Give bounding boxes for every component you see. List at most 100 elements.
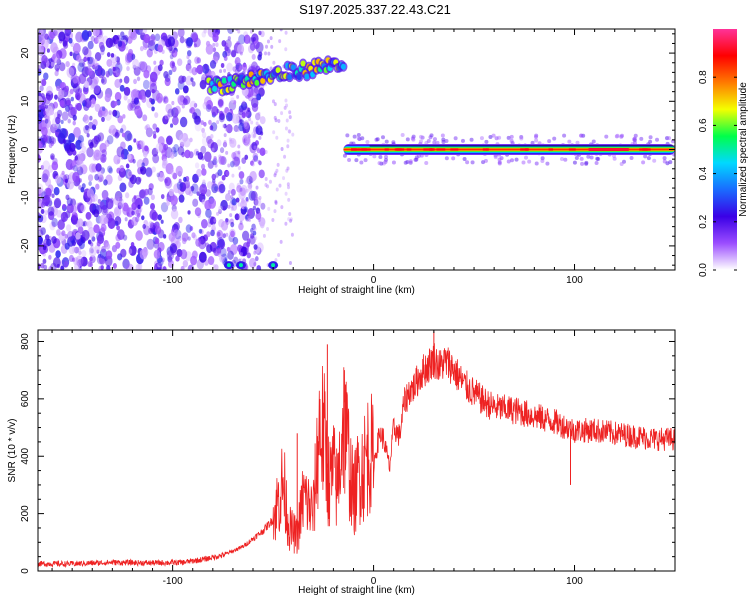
snr-ticks: -100 0 100 0 200 400 600 800	[20, 330, 676, 587]
spectrogram-speckle	[232, 150, 241, 162]
spectrogram-speckle	[239, 109, 243, 114]
spectrogram-speckle	[231, 152, 237, 160]
spectrogram-speckle	[114, 91, 122, 102]
spectrogram-speckle	[45, 39, 50, 45]
spectrogram-speckle	[208, 197, 217, 209]
spectrogram-speckle	[187, 59, 192, 65]
spectrogram-speckle	[146, 48, 153, 58]
spectrogram-speckle	[242, 69, 246, 74]
spectrogram-speckle	[80, 141, 85, 148]
spectrogram-halo	[354, 158, 359, 163]
spectrogram-speckle	[191, 183, 199, 194]
spectrogram-speckle	[97, 67, 106, 79]
spectrogram-speckle	[119, 128, 124, 134]
spectrogram-speckle	[171, 107, 179, 118]
spectrogram-speckle	[203, 63, 209, 70]
spectrogram-halo	[596, 156, 601, 161]
spectrogram-speckle	[215, 29, 221, 36]
spectrogram-speckle	[102, 193, 107, 201]
spectrogram-speckle	[48, 136, 55, 144]
spectrogram-halo	[380, 135, 385, 140]
spectrogram-speckle	[253, 244, 258, 250]
spectrogram-speckle	[227, 250, 234, 260]
spectrogram-speckle	[212, 181, 216, 186]
spectrogram-speckle	[78, 185, 82, 190]
spectrogram-speckle	[206, 231, 211, 238]
spectrogram-speckle	[202, 179, 206, 184]
spectrogram-speckle	[62, 138, 67, 144]
spectrogram-speckle	[216, 187, 220, 192]
spectrogram-speckle	[123, 94, 128, 101]
spectrogram-speckle	[216, 120, 220, 125]
spectrogram-speckle	[275, 168, 279, 173]
spectrogram-halo	[521, 160, 526, 165]
spectrogram-speckle	[93, 149, 102, 161]
spectrogram-speckle	[42, 160, 51, 172]
spectrogram-speckle	[250, 160, 254, 166]
spectrogram-speckle	[39, 85, 44, 92]
spectrogram-speckle	[224, 106, 230, 114]
spectrogram-speckle	[160, 219, 164, 224]
spectrogram-speckle	[223, 68, 227, 73]
spectrogram-speckle	[187, 236, 191, 241]
spectrogram-speckle	[199, 184, 208, 196]
spectrogram-speckle	[230, 230, 235, 238]
spectrogram-halo	[604, 134, 609, 139]
spectrogram-speckle	[239, 258, 243, 263]
snr-xtick-label: 100	[566, 576, 583, 587]
spectrogram-speckle	[51, 217, 58, 227]
spectrogram-speckle	[249, 257, 257, 269]
spectrogram-speckle	[72, 247, 77, 253]
spectrogram-line-peak	[482, 148, 488, 151]
spectrogram-speckle	[207, 255, 215, 266]
spectrogram-speckle	[245, 197, 249, 202]
spectrogram-speckle	[120, 153, 125, 160]
spectrogram-halo	[572, 160, 577, 165]
spectrogram-speckle	[225, 170, 230, 177]
spectrogram-speckle	[147, 40, 156, 52]
spectrogram-speckle	[94, 103, 101, 112]
spectrogram-speckle	[191, 32, 199, 43]
spectrogram-speckle	[60, 265, 65, 270]
spectrogram-halo	[432, 140, 437, 145]
spectrogram-speckle	[142, 150, 148, 158]
spectrogram-line-peak	[588, 148, 629, 151]
spectrogram-halo	[470, 160, 475, 165]
spectrogram-speckle	[219, 69, 223, 74]
spectrogram-speckle	[201, 131, 207, 138]
spectrogram-speckle	[143, 69, 150, 79]
spectrogram-speckle	[237, 165, 241, 170]
spectrogram-speckle	[253, 145, 257, 150]
snr-ytick-label: 600	[20, 390, 31, 407]
spectrogram-speckle	[64, 234, 68, 239]
spectrogram-halo	[646, 156, 651, 161]
spectrogram-speckle	[201, 127, 205, 134]
spectrogram-speckle	[126, 207, 134, 218]
spectrogram-speckle	[234, 213, 240, 221]
spectrogram-speckle	[65, 224, 72, 232]
spectrogram-speckle	[141, 162, 145, 167]
spectrogram-speckle	[225, 112, 233, 122]
spectrogram-speckle	[201, 199, 206, 205]
spectrogram-speckle	[257, 123, 261, 128]
spectrogram-speckle	[170, 208, 179, 220]
spectrogram-halo	[589, 155, 594, 160]
spectrogram-speckle	[239, 220, 243, 225]
colorbar: 0.0 0.2 0.4 0.6 0.8 Normalized spectral ampl…	[698, 29, 749, 277]
spectrogram-speckle	[200, 120, 204, 126]
spectrogram-speckle	[227, 189, 231, 195]
spectrogram-speckle	[218, 155, 225, 165]
spectrogram-speckle	[226, 43, 230, 48]
spectrogram-speckle	[77, 218, 84, 227]
spectrogram-speckle	[172, 172, 178, 180]
spectrogram-speckle	[174, 105, 181, 115]
spectrogram-speckle	[72, 75, 79, 84]
spectrogram-speckle	[196, 191, 200, 196]
spectrogram-speckle	[82, 46, 89, 56]
spectrogram-speckle	[264, 183, 268, 188]
snr-frame	[37, 329, 676, 572]
spectrogram-speckle	[132, 58, 140, 69]
spectrogram-speckle	[55, 250, 61, 258]
spectrogram-speckle	[282, 176, 286, 181]
spectrogram-speckle	[288, 260, 292, 265]
